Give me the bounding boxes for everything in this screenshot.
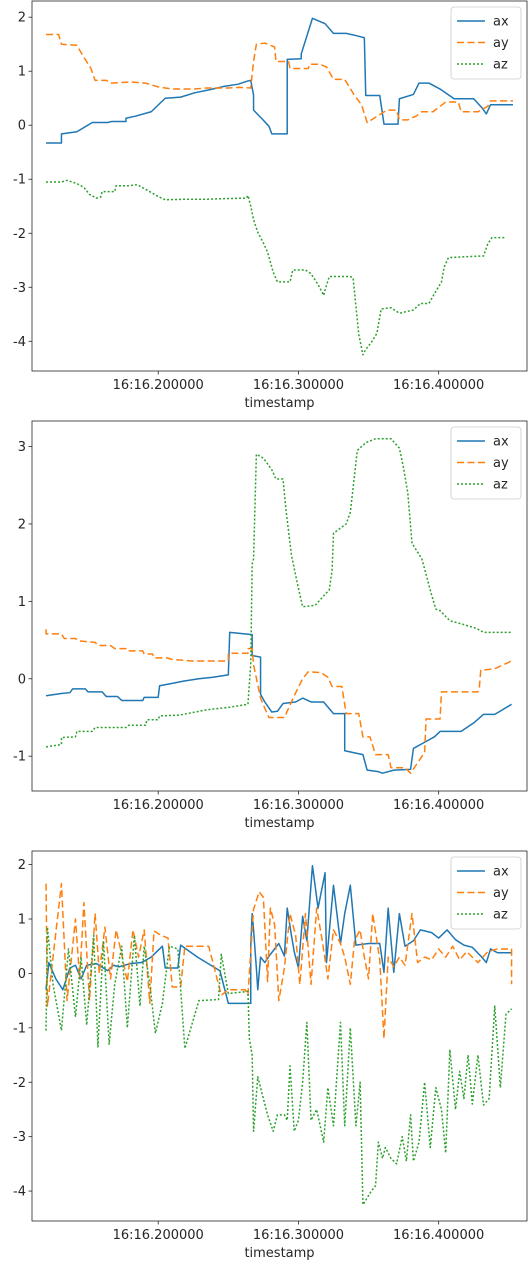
legend-label-ay: ay [493, 456, 509, 471]
y-tick-label: 1 [18, 913, 26, 928]
y-tick-label: -1 [13, 1021, 26, 1036]
axes-frame [31, 420, 528, 792]
x-axis-title: timestamp [244, 816, 314, 831]
y-tick-label: -2 [13, 1076, 26, 1091]
series-line-ay [46, 33, 513, 124]
y-tick-label: -4 [13, 335, 26, 350]
y-tick-label: 1 [18, 65, 26, 80]
chart-panel-1: 2 1 0 -1 -2 -3 -4 16:16.200000 16:16.300000 16:16… [13, 0, 528, 411]
y-tick-label: 0 [18, 672, 26, 687]
legend-label-ax: ax [493, 15, 509, 30]
y-tick-label: -4 [13, 1185, 26, 1200]
series-line-az [45, 926, 513, 1206]
legend-label-az: az [493, 58, 508, 73]
y-tick-label: -3 [13, 281, 26, 296]
y-tick-label: -1 [13, 750, 26, 765]
series-line-ax [45, 631, 512, 774]
series-group [45, 438, 512, 774]
x-tick-label: 16:16.400000 [393, 1228, 484, 1243]
y-tick-label: -3 [13, 1130, 26, 1145]
y-tick-label: 2 [18, 858, 26, 873]
x-tick-label: 16:16.200000 [113, 1228, 204, 1243]
series-line-az [45, 438, 512, 748]
x-tick-label: 16:16.200000 [113, 378, 204, 393]
x-tick-label: 16:16.400000 [393, 378, 484, 393]
chart-panel-3: 2 1 0 -1 -2 -3 -4 16:16.200000 16:16.300000 16:16… [13, 850, 528, 1261]
y-tick-label: 2 [18, 11, 26, 26]
legend-box [450, 6, 522, 80]
y-tick-label: 3 [18, 440, 26, 455]
y-tick-label: -2 [13, 227, 26, 242]
x-axis-title: timestamp [244, 396, 314, 411]
chart-panel-2: 3 2 1 0 -1 16:16.200000 16:16.300000 16:16.4000… [13, 420, 528, 831]
legend-label-ay: ay [493, 36, 509, 51]
legend-box [450, 856, 522, 930]
legend-label-ax: ax [493, 435, 509, 450]
series-group [46, 17, 513, 356]
series-line-ay [45, 629, 512, 774]
y-tick-label: 0 [18, 967, 26, 982]
y-tick-label: 2 [18, 517, 26, 532]
legend-label-ax: ax [493, 865, 509, 880]
legend: ax ay az [450, 426, 522, 500]
legend: ax ay az [450, 856, 522, 930]
axes-frame [31, 0, 528, 372]
x-tick-label: 16:16.300000 [253, 1228, 344, 1243]
x-tick-label: 16:16.300000 [253, 378, 344, 393]
legend-label-az: az [493, 908, 508, 923]
axes-frame [31, 850, 528, 1222]
y-tick-label: -1 [13, 173, 26, 188]
series-group [45, 864, 513, 1206]
y-tick-label: 0 [18, 119, 26, 134]
series-line-ax [46, 17, 513, 144]
legend-label-ay: ay [493, 886, 509, 901]
x-tick-label: 16:16.400000 [393, 798, 484, 813]
legend-label-az: az [493, 478, 508, 493]
x-axis-title: timestamp [244, 1246, 314, 1261]
series-line-ay [45, 882, 513, 1040]
x-tick-label: 16:16.200000 [113, 798, 204, 813]
legend: ax ay az [450, 6, 522, 80]
y-tick-label: 1 [18, 595, 26, 610]
x-tick-label: 16:16.300000 [253, 798, 344, 813]
legend-box [450, 426, 522, 500]
